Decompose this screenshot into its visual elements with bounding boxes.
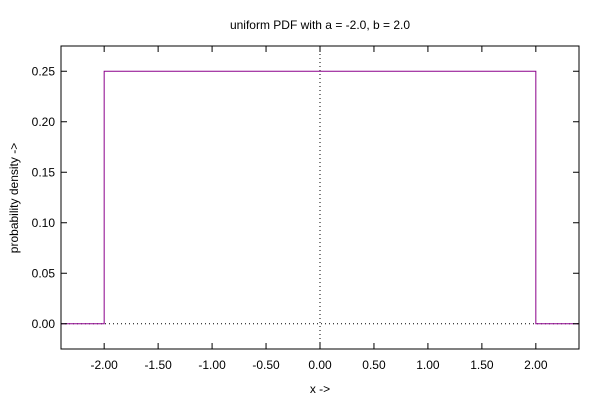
tick-layer: -2.00 -1.50 -1.00 -0.50 0.00 0.50 1.00 1.50 2.00… <box>32 46 579 372</box>
series-layer <box>61 70 579 325</box>
y-tick-label: 0.10 <box>32 216 56 230</box>
y-tick-label: 0.15 <box>32 165 56 179</box>
x-tick-label: -1.50 <box>144 358 172 372</box>
zero-axes-layer <box>61 46 579 349</box>
x-axis-label: x -> <box>310 382 330 396</box>
x-tick-label: 0.50 <box>362 358 386 372</box>
x-tick-label: 1.00 <box>416 358 440 372</box>
y-tick-label: 0.00 <box>32 317 56 331</box>
pdf-series-line <box>61 70 579 325</box>
x-tick-label: -2.00 <box>90 358 118 372</box>
y-tick-label: 0.20 <box>32 115 56 129</box>
x-tick-label: 2.00 <box>524 358 548 372</box>
x-tick-label: 0.00 <box>308 358 332 372</box>
x-tick-label: -0.50 <box>252 358 280 372</box>
y-axis-label: probability density -> <box>7 143 21 253</box>
chart-title: uniform PDF with a = -2.0, b = 2.0 <box>230 18 410 32</box>
plot-frame <box>60 45 580 350</box>
x-tick-label: 1.50 <box>470 358 494 372</box>
x-tick-label: -1.00 <box>198 358 226 372</box>
y-tick-label: 0.05 <box>32 266 56 280</box>
y-tick-label: 0.25 <box>32 64 56 78</box>
